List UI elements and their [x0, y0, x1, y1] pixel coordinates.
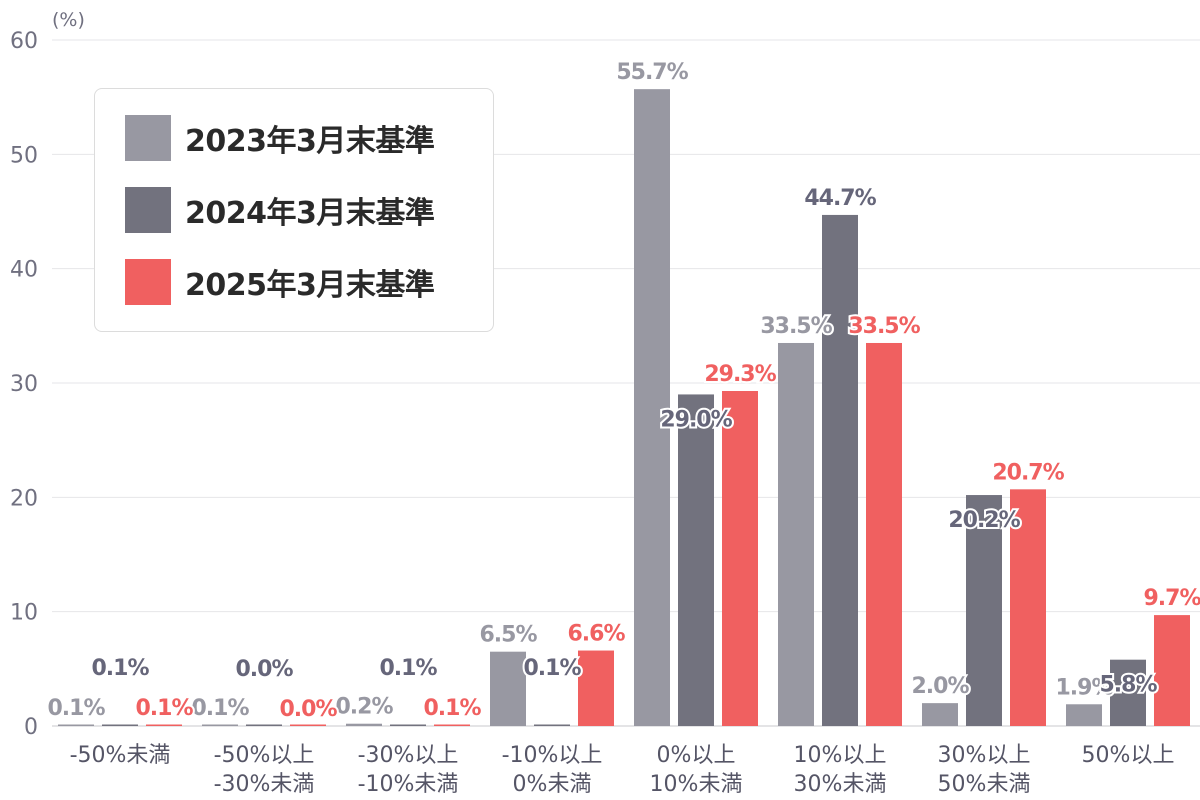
bar	[434, 724, 470, 726]
bar	[634, 89, 670, 726]
y-tick-label: 50	[10, 143, 38, 168]
data-label: 0.2%	[335, 695, 393, 720]
data-label: 33.5%	[848, 314, 920, 339]
bar	[1154, 615, 1190, 726]
bar	[490, 651, 526, 726]
data-label: 0.1%	[91, 656, 149, 681]
bar	[1066, 704, 1102, 726]
bar	[202, 724, 238, 726]
bar	[146, 724, 182, 726]
bar	[346, 723, 382, 726]
data-label: 0.1%	[191, 696, 249, 721]
x-category-label: 50%未満	[938, 772, 1031, 797]
y-axis-unit-label: (%)	[52, 9, 85, 31]
bar	[390, 724, 426, 726]
legend-item-2023: 2023年3月末基準	[125, 115, 435, 161]
data-label: 1.9%	[1055, 675, 1113, 700]
bar	[822, 214, 858, 726]
bar	[58, 724, 94, 726]
data-label: 29.3%	[704, 362, 776, 387]
data-label: 29.0%	[660, 407, 732, 432]
data-label: 5.8%	[1099, 673, 1157, 698]
bar	[678, 394, 714, 726]
data-label: 0.1%	[523, 656, 581, 681]
y-tick-label: 30	[10, 372, 38, 397]
x-category-label: 10%以上	[794, 743, 887, 768]
x-category-label: 0%以上	[657, 743, 736, 768]
data-label: 0.0%	[279, 697, 337, 722]
x-category-label: -30%未満	[214, 772, 315, 797]
bar	[778, 342, 814, 726]
x-category-label: 30%未満	[794, 772, 887, 797]
bar	[866, 342, 902, 726]
data-label: 2.0%	[911, 674, 969, 699]
x-axis-categories: -50%未満 -50%以上 -30%未満 -30%以上 -10%未満 -10%以上 0%未満…	[70, 743, 1175, 797]
data-label: 20.7%	[992, 460, 1064, 485]
legend-label-2023: 2023年3月末基準	[185, 124, 435, 159]
bar	[102, 724, 138, 726]
data-label: 9.7%	[1143, 586, 1200, 611]
bar	[966, 495, 1002, 726]
y-tick-label: 60	[10, 29, 38, 54]
y-tick-label: 0	[24, 715, 38, 740]
x-category-label: 30%以上	[938, 743, 1031, 768]
data-label: 33.5%	[760, 314, 832, 339]
bar	[1110, 659, 1146, 726]
bar	[1010, 489, 1046, 726]
legend-item-2024: 2024年3月末基準	[125, 187, 435, 233]
y-tick-label: 20	[10, 486, 38, 511]
x-category-label: -10%未満	[358, 772, 459, 797]
x-category-label: 0%未満	[513, 772, 592, 797]
bars	[58, 89, 1190, 726]
data-label: 20.2%	[948, 508, 1020, 533]
legend-swatch-2024	[125, 187, 171, 233]
data-label: 0.1%	[135, 696, 193, 721]
y-axis: 0 10 20 30 40 50 60	[10, 29, 38, 740]
bar	[578, 650, 614, 726]
data-label: 6.5%	[479, 623, 537, 648]
x-category-label: -30%以上	[358, 743, 459, 768]
bar	[922, 703, 958, 726]
bar	[722, 391, 758, 726]
legend: 2023年3月末基準 2024年3月末基準 2025年3月末基準	[94, 88, 494, 332]
data-label: 0.1%	[423, 696, 481, 721]
bar	[246, 724, 282, 726]
x-category-label: 10%未満	[650, 772, 743, 797]
y-tick-label: 10	[10, 601, 38, 626]
data-label: 44.7%	[804, 186, 876, 211]
legend-swatch-2025	[125, 259, 171, 305]
x-category-label: 50%以上	[1082, 743, 1175, 768]
data-label: 0.0%	[235, 657, 293, 682]
legend-label-2024: 2024年3月末基準	[185, 196, 435, 231]
x-category-label: -50%未満	[70, 743, 171, 768]
data-label: 0.1%	[47, 696, 105, 721]
legend-item-2025: 2025年3月末基準	[125, 259, 435, 305]
x-category-label: -10%以上	[502, 743, 603, 768]
bar	[290, 724, 326, 726]
data-label: 55.7%	[616, 60, 688, 85]
data-label: 0.1%	[379, 656, 437, 681]
x-category-label: -50%以上	[214, 743, 315, 768]
data-label: 6.6%	[567, 622, 625, 647]
bar	[534, 724, 570, 726]
data-labels: 0.1% 0.1% 0.2%6.5%55.7%33.5%2.0% 1.9%0.1% 0.…	[45, 58, 1200, 724]
legend-label-2025: 2025年3月末基準	[185, 268, 435, 303]
y-tick-label: 40	[10, 258, 38, 283]
legend-swatch-2023	[125, 115, 171, 161]
